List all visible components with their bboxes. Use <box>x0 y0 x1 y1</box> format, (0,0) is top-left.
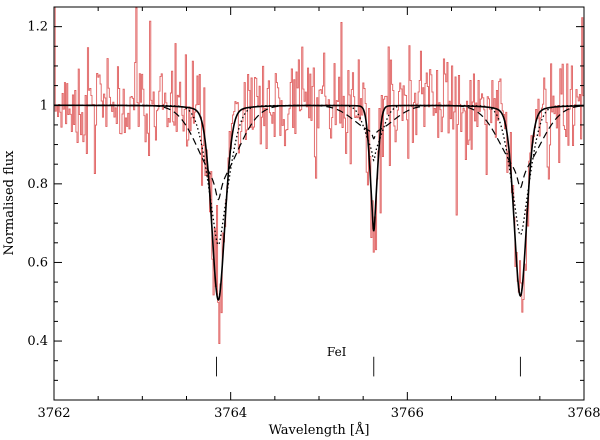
feI-annotation: FeI <box>327 345 347 359</box>
y-tick-label: 0.4 <box>27 334 48 349</box>
y-tick-label: 0.6 <box>27 255 48 270</box>
observed-spectrum-line <box>54 7 584 345</box>
x-axis-label: Wavelength [Å] <box>269 422 370 438</box>
model-dashed-line <box>54 104 584 201</box>
y-tick-label: 0.8 <box>27 177 48 192</box>
model-solid-line <box>54 104 584 302</box>
x-tick-label: 3762 <box>37 406 70 421</box>
plot-frame <box>53 6 585 401</box>
y-axis-label: Normalised flux <box>2 150 17 256</box>
x-tick-label: 3766 <box>391 406 424 421</box>
x-tick-label: 3768 <box>567 406 600 421</box>
y-tick-label: 1 <box>40 98 48 113</box>
x-tick-label: 3764 <box>214 406 247 421</box>
y-tick-label: 1.2 <box>27 20 48 35</box>
